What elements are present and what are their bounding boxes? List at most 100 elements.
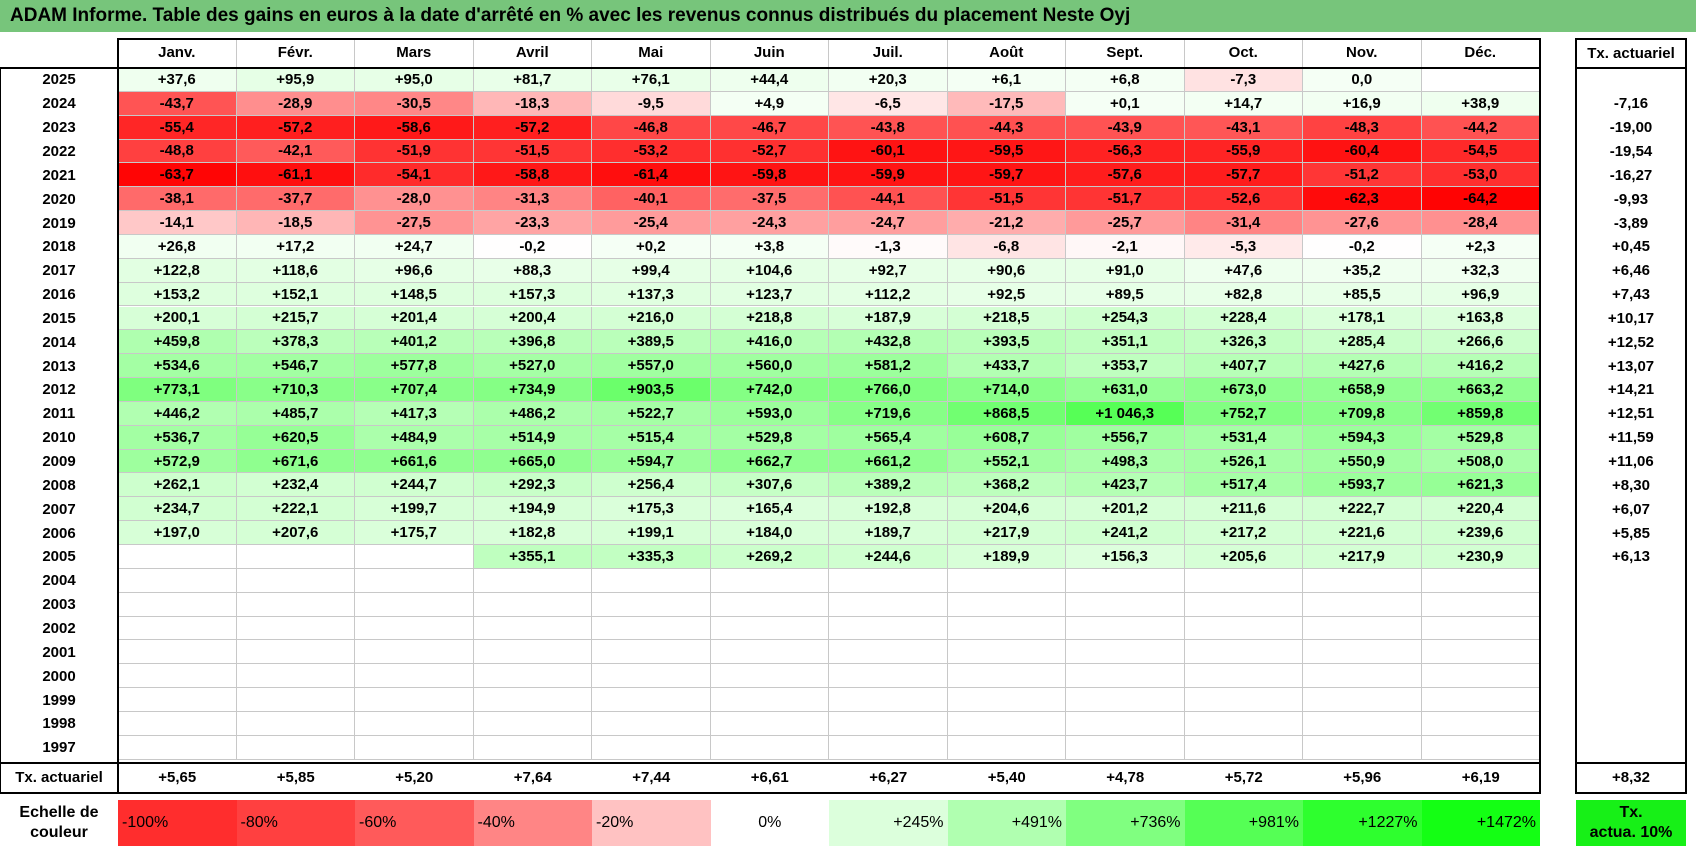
table-cell: +244,7 bbox=[355, 473, 474, 498]
table-cell bbox=[710, 640, 829, 665]
annual-rate-cell: +5,85 bbox=[1612, 524, 1650, 542]
table-cell bbox=[1066, 688, 1185, 712]
table-cell bbox=[829, 664, 948, 689]
table-cell: -5,3 bbox=[1184, 234, 1303, 259]
table-cell: +550,9 bbox=[1303, 449, 1422, 474]
table-cell: +868,5 bbox=[947, 401, 1066, 426]
table-cell: -64,2 bbox=[1421, 187, 1540, 212]
table-cell bbox=[118, 568, 237, 593]
table-cell: +766,0 bbox=[829, 378, 948, 402]
footer-cell: +5,85 bbox=[276, 769, 315, 787]
month-header: Mars bbox=[355, 38, 474, 68]
table-cell bbox=[1421, 640, 1540, 665]
table-cell: -53,2 bbox=[592, 139, 711, 164]
table-cell: -46,7 bbox=[710, 115, 829, 140]
table-cell: -46,8 bbox=[592, 115, 711, 140]
table-cell bbox=[1421, 616, 1540, 641]
table-cell: +401,2 bbox=[355, 330, 474, 355]
table-cell: -18,3 bbox=[473, 91, 592, 116]
table-cell bbox=[118, 688, 237, 712]
table-cell bbox=[1066, 568, 1185, 593]
annual-rate-cell: +7,43 bbox=[1612, 286, 1650, 304]
legend-final-swatch: Tx. actua. 10% bbox=[1576, 800, 1686, 846]
table-cell: -48,8 bbox=[118, 139, 237, 164]
table-cell: +175,3 bbox=[592, 497, 711, 522]
table-cell: -37,5 bbox=[710, 187, 829, 212]
table-cell bbox=[1421, 664, 1540, 689]
year-label: 2009 bbox=[42, 453, 76, 471]
table-cell: +163,8 bbox=[1421, 306, 1540, 331]
year-label: 2020 bbox=[42, 190, 76, 208]
table-cell: +593,0 bbox=[710, 401, 829, 426]
table-cell: -30,5 bbox=[355, 91, 474, 116]
table-cell: +178,1 bbox=[1303, 306, 1422, 331]
table-cell bbox=[710, 735, 829, 760]
table-cell: +221,6 bbox=[1303, 521, 1422, 545]
year-label: 1998 bbox=[42, 715, 76, 733]
table-cell: +217,2 bbox=[1184, 521, 1303, 545]
table-cell: -52,7 bbox=[710, 139, 829, 164]
month-header: Oct. bbox=[1184, 38, 1303, 68]
legend-swatch: -100% bbox=[118, 800, 237, 846]
table-cell: +157,3 bbox=[473, 282, 592, 307]
annual-rate-cell: +12,52 bbox=[1607, 333, 1655, 351]
footer-cell: +7,64 bbox=[513, 769, 552, 787]
table-cell: +152,1 bbox=[236, 282, 355, 307]
year-label: 2016 bbox=[42, 286, 76, 304]
table-cell: +709,8 bbox=[1303, 401, 1422, 426]
table-cell: -9,5 bbox=[592, 91, 711, 116]
table-cell: +707,4 bbox=[355, 378, 474, 402]
table-cell: -60,4 bbox=[1303, 139, 1422, 164]
table-cell: +662,7 bbox=[710, 449, 829, 474]
year-label: 2014 bbox=[42, 333, 76, 351]
table-cell: -28,0 bbox=[355, 187, 474, 212]
table-cell bbox=[355, 664, 474, 689]
table-cell bbox=[829, 592, 948, 617]
table-cell bbox=[1303, 592, 1422, 617]
table-cell: +81,7 bbox=[473, 68, 592, 92]
table-cell: +92,5 bbox=[947, 282, 1066, 307]
footer-cell: +6,61 bbox=[750, 769, 789, 787]
table-border bbox=[1576, 761, 1686, 764]
table-cell: +230,9 bbox=[1421, 545, 1540, 569]
legend-swatch: -80% bbox=[236, 800, 355, 846]
table-cell bbox=[592, 711, 711, 736]
table-cell: +91,0 bbox=[1066, 258, 1185, 283]
annual-rate-cell: -7,16 bbox=[1613, 95, 1649, 113]
table-cell bbox=[236, 616, 355, 641]
table-cell: +239,6 bbox=[1421, 521, 1540, 545]
annual-rate-cell: -16,27 bbox=[1609, 166, 1653, 184]
table-cell: -62,3 bbox=[1303, 187, 1422, 212]
table-cell: +560,0 bbox=[710, 354, 829, 379]
table-cell: +581,2 bbox=[829, 354, 948, 379]
table-cell bbox=[1184, 688, 1303, 712]
footer-cell: +6,27 bbox=[869, 769, 908, 787]
table-cell: +156,3 bbox=[1066, 545, 1185, 569]
table-cell bbox=[236, 568, 355, 593]
table-cell: -58,8 bbox=[473, 163, 592, 188]
table-cell: +621,3 bbox=[1421, 473, 1540, 498]
table-cell: -60,1 bbox=[829, 139, 948, 164]
table-cell: -48,3 bbox=[1303, 115, 1422, 140]
table-cell: +217,9 bbox=[1303, 545, 1422, 569]
month-header: Févr. bbox=[236, 38, 355, 68]
table-cell: -2,1 bbox=[1066, 234, 1185, 259]
table-cell: -27,6 bbox=[1303, 211, 1422, 235]
year-label: 2022 bbox=[42, 142, 76, 160]
table-cell: +262,1 bbox=[118, 473, 237, 498]
table-cell bbox=[829, 568, 948, 593]
table-cell: +335,3 bbox=[592, 545, 711, 569]
table-cell bbox=[592, 664, 711, 689]
table-cell: +534,6 bbox=[118, 354, 237, 379]
table-cell: +218,8 bbox=[710, 306, 829, 331]
annual-rate-cell bbox=[1576, 640, 1686, 664]
annual-rate-cell bbox=[1576, 736, 1686, 760]
table-cell: +427,6 bbox=[1303, 354, 1422, 379]
year-label: 2002 bbox=[42, 619, 76, 637]
table-cell bbox=[947, 711, 1066, 736]
table-cell bbox=[1421, 735, 1540, 760]
table-cell: +6,1 bbox=[947, 68, 1066, 92]
table-cell: +232,4 bbox=[236, 473, 355, 498]
table-cell bbox=[118, 735, 237, 760]
table-cell: +407,7 bbox=[1184, 354, 1303, 379]
